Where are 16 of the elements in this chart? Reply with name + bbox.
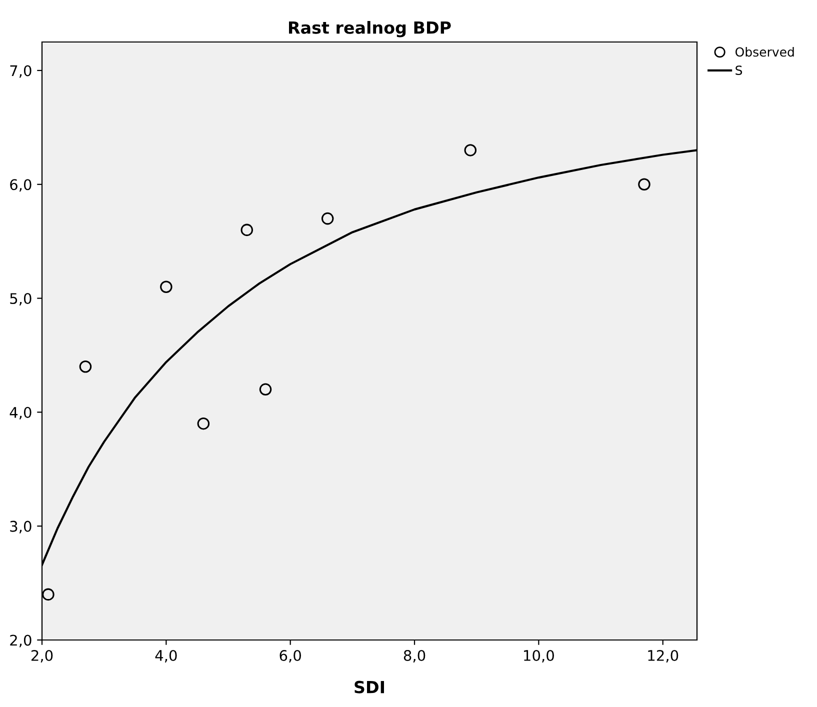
x-tick-label: 12,0	[648, 650, 678, 662]
x-axis-title: SDI	[354, 680, 384, 694]
chart-title: Rast realnog BDP	[289, 21, 451, 38]
x-tick-label: 2,0	[31, 650, 53, 662]
legend-label: S	[736, 66, 742, 76]
y-tick-label: 2,0	[10, 634, 32, 648]
y-tick-label: 4,0	[10, 406, 32, 420]
x-tick-label: 10,0	[524, 650, 554, 662]
y-tick-label: 7,0	[10, 65, 32, 78]
legend-label: Observed	[736, 47, 794, 57]
y-tick-label: 3,0	[10, 520, 32, 534]
x-tick-label: 6,0	[280, 650, 301, 662]
x-tick-label: 4,0	[155, 650, 177, 662]
y-tick-label: 6,0	[10, 179, 32, 192]
y-tick-label: 5,0	[10, 293, 32, 306]
x-tick-label: 8,0	[404, 650, 426, 662]
